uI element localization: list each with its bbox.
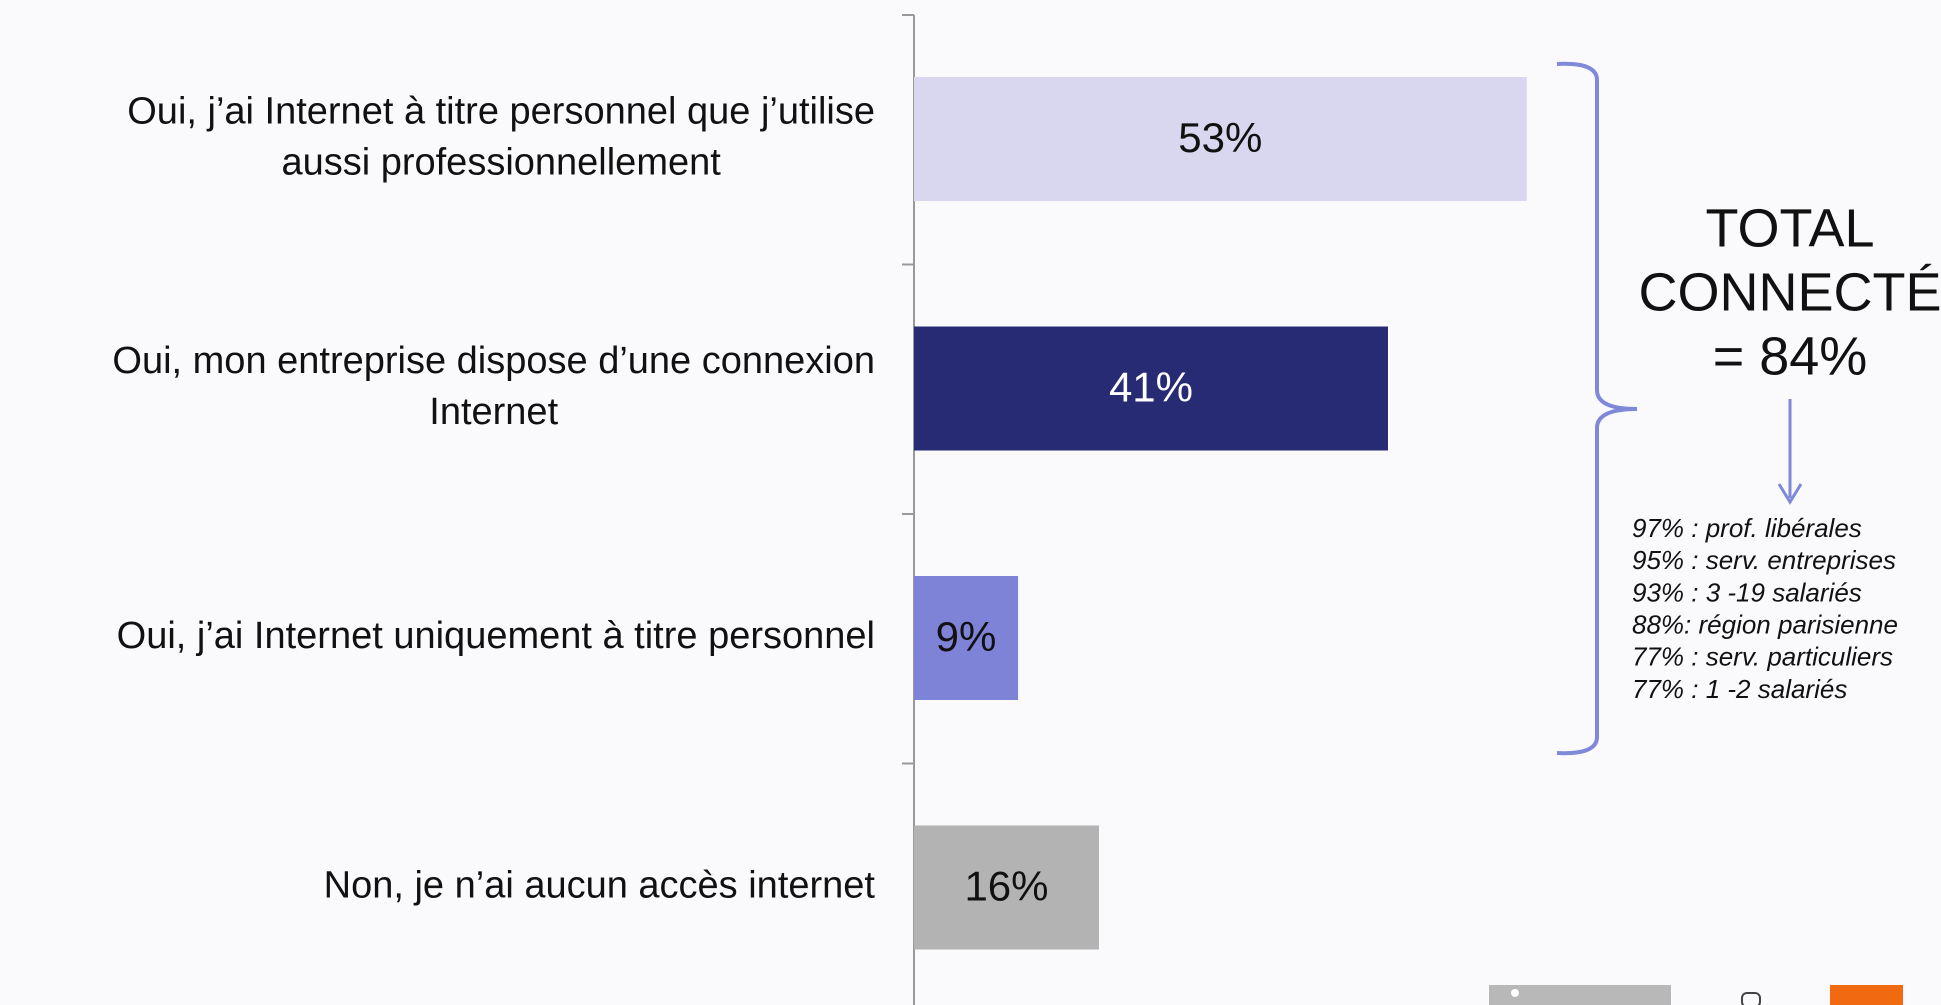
detail-label: 97% : prof. libérales	[1632, 513, 1862, 543]
detail-label: 77% : 1 -2 salariés	[1632, 674, 1847, 704]
brace	[1556, 61, 1638, 756]
bar	[914, 825, 1099, 950]
value-label: 16%	[964, 863, 1048, 910]
category-label: Oui, mon entreprise dispose d’une connex…	[112, 340, 875, 382]
detail-label: 77% : serv. particuliers	[1632, 642, 1893, 672]
total-label: CONNECTÉ	[1638, 262, 1941, 322]
category-label: Internet	[429, 391, 558, 433]
arrow-head	[1777, 483, 1803, 505]
bar	[914, 326, 1388, 451]
value-label: 41%	[1109, 364, 1193, 411]
category-label: aussi professionnellement	[281, 142, 721, 184]
detail-label: 88%: région parisienne	[1632, 609, 1898, 639]
logo-dot	[1511, 989, 1519, 997]
total-label: = 84%	[1713, 326, 1868, 386]
bar	[914, 576, 1019, 700]
value-label: 9%	[936, 613, 997, 660]
detail-label: 93% : 3 -19 salariés	[1632, 577, 1862, 607]
detail-label: 95% : serv. entreprises	[1632, 545, 1896, 575]
category-label: Oui, j’ai Internet uniquement à titre pe…	[117, 615, 875, 657]
bar	[914, 77, 1527, 201]
logo-block	[1489, 985, 1671, 1005]
category-label: Non, je n’ai aucun accès internet	[324, 865, 876, 907]
value-label: 53%	[1178, 114, 1262, 161]
category-label: Oui, j’ai Internet à titre personnel que…	[127, 91, 875, 133]
total-label: TOTAL	[1705, 198, 1874, 258]
logo-icon	[1741, 992, 1761, 1005]
logo-block	[1830, 985, 1903, 1005]
